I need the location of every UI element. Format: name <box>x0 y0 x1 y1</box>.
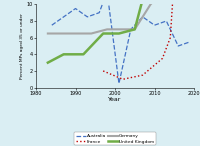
X-axis label: Year: Year <box>108 98 122 102</box>
Legend: Australia, France, Germany, United Kingdom: Australia, France, Germany, United Kingd… <box>74 132 156 145</box>
Y-axis label: Percent MPs aged 35 or under: Percent MPs aged 35 or under <box>20 13 24 79</box>
